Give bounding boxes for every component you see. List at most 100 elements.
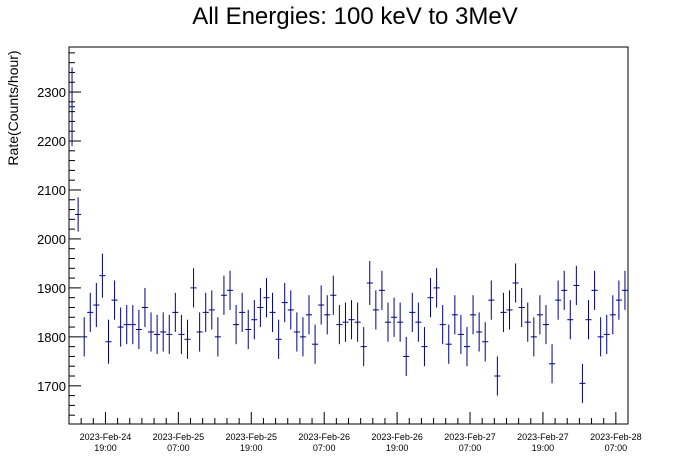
data-point <box>196 312 203 352</box>
data-point <box>312 324 319 364</box>
data-point <box>579 363 586 403</box>
data-point <box>220 275 227 315</box>
data-point <box>202 292 209 332</box>
x-tick-date: 2023-Feb-26 <box>371 432 423 442</box>
data-point <box>500 292 507 332</box>
plot-frame <box>68 46 629 425</box>
data-point <box>524 302 531 342</box>
axes: 17001800190020002100220023002023-Feb-241… <box>37 52 642 453</box>
x-tick-time: 19:00 <box>386 443 409 453</box>
data-point <box>445 324 452 364</box>
data-point <box>287 290 294 330</box>
data-point <box>263 278 270 318</box>
data-point <box>476 312 483 352</box>
data-point <box>275 319 282 359</box>
x-tick-date: 2023-Feb-25 <box>226 432 278 442</box>
y-tick-label: 2000 <box>37 232 66 247</box>
x-tick-date: 2023-Feb-26 <box>298 432 350 442</box>
x-tick-date: 2023-Feb-27 <box>444 432 496 442</box>
data-point <box>621 270 628 310</box>
data-point <box>154 314 161 354</box>
data-point <box>451 295 458 335</box>
data-point <box>336 305 343 345</box>
data-point <box>342 302 349 342</box>
x-tick-date: 2023-Feb-28 <box>590 432 642 442</box>
data-point <box>214 317 221 357</box>
data-point <box>433 268 440 308</box>
chart-title: All Energies: 100 keV to 3MeV <box>192 3 518 30</box>
data-point <box>293 312 300 352</box>
x-tick-date: 2023-Feb-25 <box>153 432 205 442</box>
x-tick-date: 2023-Feb-27 <box>517 432 569 442</box>
data-point <box>506 290 513 330</box>
data-point <box>348 300 355 340</box>
data-point <box>549 344 556 384</box>
data-point <box>93 282 100 328</box>
data-point <box>330 275 337 315</box>
x-tick-time: 07:00 <box>459 443 482 453</box>
data-point <box>609 295 616 335</box>
data-point <box>536 295 543 335</box>
data-point <box>518 287 525 328</box>
x-tick-time: 19:00 <box>532 443 555 453</box>
data-point <box>512 263 519 303</box>
data-point <box>105 319 112 364</box>
data-point <box>597 317 604 357</box>
data-point <box>269 292 276 332</box>
data-point <box>233 305 240 345</box>
data-point <box>372 290 379 330</box>
data-point <box>239 292 246 332</box>
data-point <box>99 253 106 298</box>
data-point <box>415 302 422 342</box>
data-point <box>366 260 373 306</box>
data-point <box>111 280 118 320</box>
data-point <box>457 314 464 354</box>
data-point <box>567 300 574 340</box>
data-point <box>305 295 313 335</box>
data-point <box>463 327 471 367</box>
data-point <box>129 305 136 345</box>
data-point <box>603 314 610 354</box>
data-point <box>427 278 434 318</box>
data-point <box>542 305 550 345</box>
data-point <box>397 302 404 342</box>
data-point <box>257 287 264 328</box>
data-point <box>494 356 501 396</box>
data-point <box>245 309 252 350</box>
y-tick-label: 1900 <box>37 281 66 296</box>
y-tick-label: 2300 <box>37 85 66 100</box>
data-point <box>384 302 392 342</box>
data-point <box>190 268 197 308</box>
data-point <box>555 280 562 320</box>
x-tick-time: 07:00 <box>605 443 628 453</box>
data-point <box>178 314 185 354</box>
data-point <box>561 270 568 310</box>
data-point <box>81 317 88 357</box>
y-tick-label: 2100 <box>37 183 66 198</box>
data-point <box>172 292 179 332</box>
data-point <box>391 297 398 337</box>
data-point <box>354 302 361 342</box>
x-tick-time: 19:00 <box>240 443 263 453</box>
data-point <box>615 280 622 320</box>
data-point <box>251 300 258 340</box>
data-point <box>573 265 580 306</box>
data-point <box>117 307 124 347</box>
x-tick-time: 07:00 <box>167 443 190 453</box>
data-point <box>360 327 367 367</box>
data-point <box>160 312 167 352</box>
data-point <box>299 317 306 357</box>
data-point <box>123 305 130 345</box>
data-point <box>591 270 598 310</box>
data-point <box>318 285 325 325</box>
x-tick-time: 07:00 <box>313 443 336 453</box>
data-point <box>324 295 331 335</box>
y-tick-label: 1800 <box>37 330 66 345</box>
data-point <box>208 290 215 330</box>
y-tick-label: 2200 <box>37 134 66 149</box>
x-tick-date: 2023-Feb-24 <box>80 432 132 442</box>
x-tick-time: 19:00 <box>94 443 117 453</box>
y-axis-label: Rate(Counts/hour) <box>5 50 21 165</box>
data-point <box>482 322 489 362</box>
data-point <box>69 67 76 146</box>
